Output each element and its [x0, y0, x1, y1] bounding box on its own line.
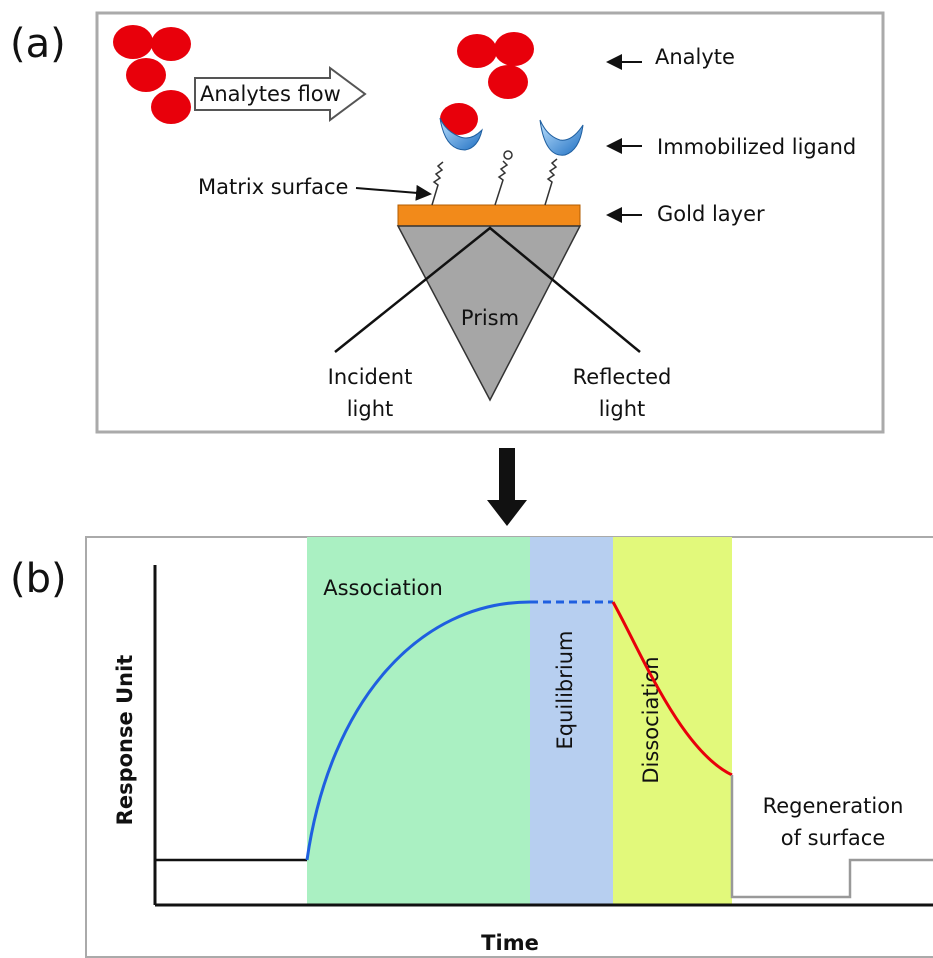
gold-label: Gold layer — [657, 202, 765, 226]
y-axis-label: Response Unit — [113, 655, 137, 826]
ligand-label: Immobilized ligand — [657, 135, 856, 159]
matrix-label: Matrix surface — [198, 175, 348, 199]
x-axis-label: Time — [481, 931, 539, 955]
down-arrow — [487, 448, 527, 526]
dissociation-band — [613, 537, 732, 905]
equilibrium-label: Equilibrium — [553, 631, 577, 750]
association-label: Association — [323, 576, 443, 600]
analyte-label: Analyte — [655, 45, 735, 69]
flow-label: Analytes flow — [200, 82, 341, 106]
gold-layer — [398, 205, 580, 226]
panel-label: (b) — [10, 556, 67, 602]
prism-label: Prism — [461, 306, 519, 330]
figure: (a) Analytes flow Prism Analyte Immobili… — [0, 0, 933, 958]
panel-label: (a) — [10, 21, 66, 67]
